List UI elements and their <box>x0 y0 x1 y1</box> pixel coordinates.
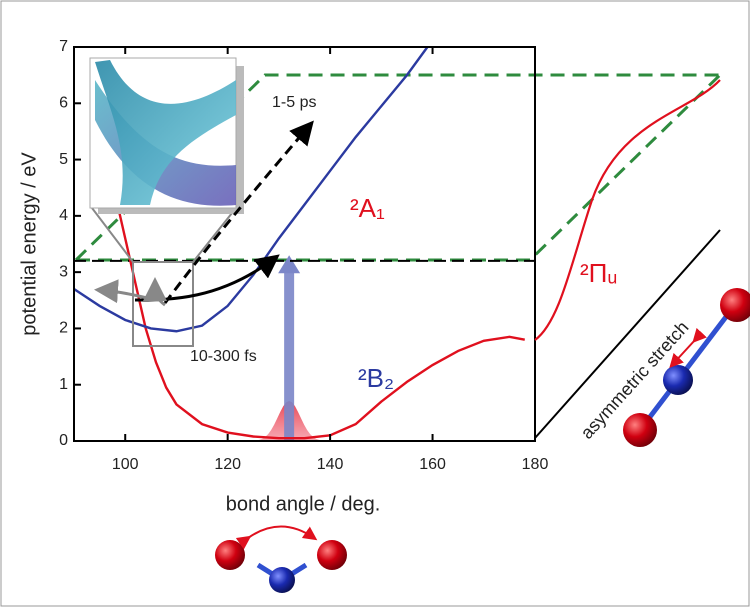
atom-o <box>623 413 657 447</box>
zoom-lines <box>91 207 237 263</box>
y-tick-label: 6 <box>59 95 68 112</box>
axes-frame <box>73 46 536 442</box>
x-axis-label: bond angle / deg. <box>226 493 381 515</box>
x-tick-label: 100 <box>112 456 139 473</box>
y-tick-label: 3 <box>59 263 68 280</box>
y-axis-label: potential energy / eV <box>18 152 40 336</box>
bend-arrow <box>235 525 318 550</box>
inset-surface-lower <box>95 80 236 206</box>
annotation: 1-5 ps <box>272 94 316 111</box>
plot-layer: ²A₁ ²B₂ 100 120 140 160 180 0 1 2 3 4 5 6 7 <box>59 38 548 473</box>
atom-o <box>720 288 750 322</box>
y-tick-label: 4 <box>59 207 68 224</box>
excitation-arrowhead <box>278 255 301 274</box>
y-tick-label: 1 <box>59 376 68 393</box>
y-tick-label: 2 <box>59 320 68 337</box>
inset-surface-upper <box>95 60 236 205</box>
atom-n <box>269 567 295 593</box>
annotation: ²Πᵤ <box>580 258 617 288</box>
atom-n <box>663 365 693 395</box>
y-tick-label: 0 <box>59 432 68 449</box>
y-tick-label: 5 <box>59 151 68 168</box>
annotation: 10-300 fs <box>190 348 257 365</box>
stretch-arrow <box>669 327 707 368</box>
series-line <box>116 204 525 440</box>
atom-o <box>215 540 245 570</box>
stretch-axis <box>534 229 721 439</box>
series-label: ²B₂ <box>358 363 394 393</box>
gray-arrow <box>143 277 168 307</box>
decor-layer <box>89 57 750 593</box>
x-tick-label: 120 <box>214 456 241 473</box>
zoom-box <box>132 261 194 347</box>
x-tick-label: 180 <box>522 456 549 473</box>
series-label: ²A₁ <box>350 193 385 223</box>
y-tick-label: 7 <box>59 38 68 55</box>
x-tick-label: 140 <box>317 456 344 473</box>
pi-curve <box>534 79 721 341</box>
x-tick-label: 160 <box>419 456 446 473</box>
atom-o <box>317 540 347 570</box>
dashed-arrow <box>163 120 314 304</box>
